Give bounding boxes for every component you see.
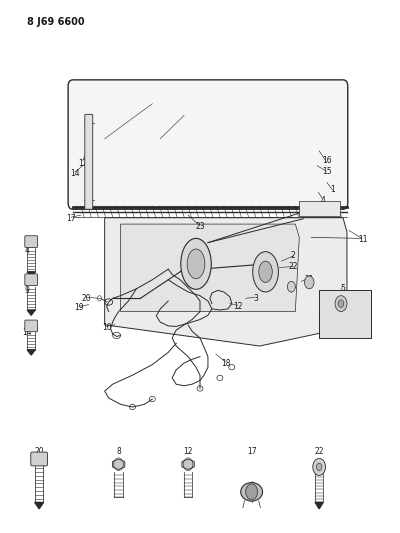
Text: 9: 9: [333, 311, 338, 320]
Circle shape: [338, 300, 344, 308]
Circle shape: [287, 281, 295, 292]
Text: 9: 9: [25, 286, 30, 295]
Polygon shape: [319, 290, 371, 338]
Text: 2: 2: [291, 252, 296, 261]
Text: 13: 13: [78, 159, 88, 167]
Text: 5: 5: [340, 284, 346, 293]
Text: 17: 17: [66, 214, 76, 223]
Polygon shape: [27, 272, 35, 277]
Polygon shape: [27, 310, 35, 316]
Text: 10: 10: [102, 323, 112, 332]
Ellipse shape: [181, 238, 211, 289]
Polygon shape: [112, 459, 125, 470]
Polygon shape: [35, 503, 44, 509]
Circle shape: [246, 484, 258, 500]
Polygon shape: [105, 217, 347, 346]
Text: 22: 22: [288, 262, 298, 271]
Polygon shape: [120, 224, 299, 312]
Text: 16: 16: [322, 156, 332, 165]
Circle shape: [316, 463, 322, 471]
FancyBboxPatch shape: [298, 201, 340, 216]
Text: 21: 21: [304, 274, 314, 284]
Text: 11: 11: [358, 236, 368, 245]
Text: 20: 20: [82, 294, 92, 303]
FancyBboxPatch shape: [31, 452, 48, 466]
FancyBboxPatch shape: [68, 80, 348, 209]
Text: 15: 15: [322, 166, 332, 175]
FancyBboxPatch shape: [85, 114, 93, 209]
Ellipse shape: [253, 252, 278, 292]
FancyBboxPatch shape: [25, 274, 38, 286]
Circle shape: [304, 276, 314, 289]
Text: 6: 6: [289, 282, 294, 292]
Ellipse shape: [241, 482, 262, 501]
Text: 1: 1: [331, 185, 336, 194]
Text: 4: 4: [25, 246, 30, 255]
Text: 8: 8: [116, 447, 121, 456]
Text: 14: 14: [22, 328, 32, 337]
Text: 14: 14: [70, 169, 80, 178]
Circle shape: [335, 296, 347, 312]
Text: 20: 20: [34, 447, 44, 456]
FancyBboxPatch shape: [25, 236, 38, 247]
Text: 8: 8: [350, 327, 354, 336]
FancyBboxPatch shape: [25, 320, 38, 332]
Text: 24: 24: [350, 292, 360, 301]
Text: 12: 12: [183, 447, 193, 456]
Ellipse shape: [187, 249, 205, 279]
Polygon shape: [315, 503, 323, 509]
Text: 17: 17: [247, 447, 256, 456]
Text: 4: 4: [321, 196, 326, 205]
Text: 19: 19: [74, 303, 84, 312]
Polygon shape: [182, 459, 194, 470]
Text: 7: 7: [339, 327, 344, 336]
Polygon shape: [27, 350, 35, 355]
Text: 18: 18: [221, 359, 230, 367]
Text: 22: 22: [314, 447, 324, 456]
Text: 3: 3: [253, 294, 258, 303]
Ellipse shape: [259, 261, 272, 282]
Text: 23: 23: [195, 222, 205, 231]
Circle shape: [313, 458, 326, 475]
Text: 8 J69 6600: 8 J69 6600: [27, 17, 85, 27]
Text: 12: 12: [233, 302, 242, 311]
